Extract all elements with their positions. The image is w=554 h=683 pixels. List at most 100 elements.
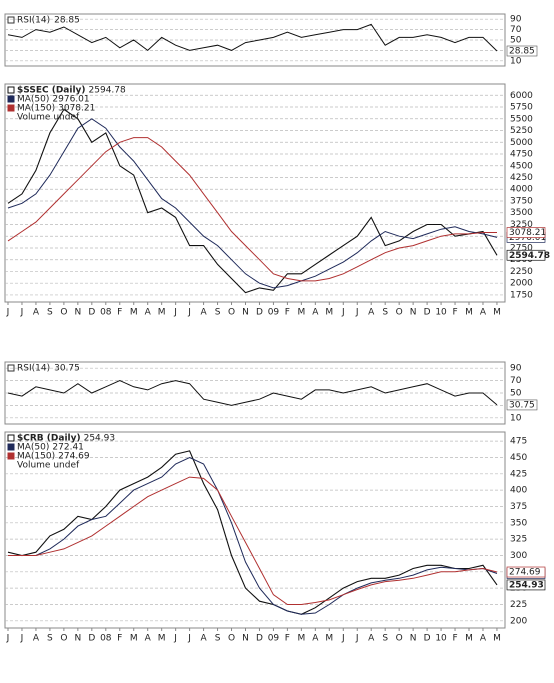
y-tick-label: 2250 <box>510 267 533 277</box>
rsi-last-label: 28.85 <box>509 46 535 56</box>
x-tick-label: A <box>312 634 319 644</box>
x-tick-label: D <box>256 308 263 318</box>
x-tick-label: J <box>355 634 359 644</box>
legend-swatch <box>7 95 15 103</box>
x-tick-label: J <box>355 308 359 318</box>
y-tick-label: 3500 <box>510 208 533 218</box>
y-tick-label: 5500 <box>510 114 533 124</box>
price-panel <box>4 83 506 303</box>
series-line <box>7 118 498 289</box>
y-tick-label: 2000 <box>510 279 533 289</box>
y-tick-label: 375 <box>510 502 527 512</box>
x-tick-label: F <box>117 308 122 318</box>
x-tick-label: O <box>60 634 67 644</box>
x-tick-label: M <box>158 308 166 318</box>
series-line <box>7 108 498 294</box>
x-tick-label: N <box>74 308 81 318</box>
y-tick-label: 4000 <box>510 185 533 195</box>
x-tick-label: A <box>145 308 152 318</box>
y-tick-label: 6000 <box>510 91 533 101</box>
x-tick-label: J <box>6 634 10 644</box>
rsi-tick-label: 10 <box>510 56 522 66</box>
legend-name: MA(50) <box>17 95 49 105</box>
x-tick-label: M <box>325 308 333 318</box>
y-tick-label: 3250 <box>510 220 533 230</box>
y-tick-label: 4500 <box>510 161 533 171</box>
y-tick-label: 450 <box>510 453 527 463</box>
x-tick-label: J <box>173 634 177 644</box>
x-tick-label: S <box>382 308 388 318</box>
legend-value: 3078.21 <box>58 104 95 114</box>
x-tick-label: A <box>368 308 375 318</box>
x-tick-label: 10 <box>435 634 447 644</box>
x-tick-label: F <box>117 634 122 644</box>
x-tick-label: O <box>228 308 235 318</box>
x-tick-label: F <box>285 634 290 644</box>
x-tick-label: M <box>493 308 501 318</box>
x-tick-label: D <box>424 308 431 318</box>
x-tick-label: F <box>285 308 290 318</box>
x-tick-label: 09 <box>268 308 280 318</box>
rsi-line <box>7 23 498 52</box>
legend-name: MA(50) <box>17 443 49 453</box>
legend-value: 2594.78 <box>89 86 126 96</box>
x-tick-label: J <box>20 634 24 644</box>
x-tick-label: N <box>74 634 81 644</box>
x-tick-label: M <box>297 308 305 318</box>
last-value-label: 254.93 <box>509 580 544 590</box>
legend-swatch <box>7 86 15 94</box>
x-tick-label: S <box>215 308 221 318</box>
legend-name: MA(150) <box>17 104 55 114</box>
x-tick-label: S <box>382 634 388 644</box>
y-tick-label: 325 <box>510 535 527 545</box>
y-tick-label: 5000 <box>510 138 533 148</box>
x-tick-label: F <box>452 308 457 318</box>
x-tick-label: A <box>368 634 375 644</box>
rsi-last-box <box>506 399 538 411</box>
x-tick-label: M <box>465 634 473 644</box>
legend-swatch <box>7 434 15 442</box>
legend-swatch <box>7 452 15 460</box>
y-tick-label: 5250 <box>510 126 533 136</box>
rsi-legend-name: RSI(14) <box>17 16 50 26</box>
legend-swatch <box>7 443 15 451</box>
last-value-box <box>506 579 546 591</box>
x-tick-label: O <box>396 308 403 318</box>
legend-name: MA(150) <box>17 452 55 462</box>
x-tick-label: 08 <box>100 634 112 644</box>
last-value-label: 274.69 <box>509 568 541 578</box>
rsi-tick-label: 50 <box>510 36 522 46</box>
x-tick-label: J <box>6 308 10 318</box>
volume-label: Volume undef <box>17 461 80 471</box>
rsi-tick-label: 50 <box>510 389 522 399</box>
x-tick-label: 09 <box>268 634 280 644</box>
x-tick-label: F <box>452 634 457 644</box>
x-tick-label: M <box>297 634 305 644</box>
rsi-line <box>7 380 498 406</box>
volume-label: Volume undef <box>17 113 80 123</box>
x-tick-label: N <box>410 308 417 318</box>
last-value-label: 3078.21 <box>509 228 546 238</box>
rsi-legend-icon <box>7 364 15 372</box>
legend-name: $SSEC (Daily) <box>17 86 86 96</box>
x-tick-label: J <box>187 308 191 318</box>
series-line <box>8 456 498 615</box>
y-tick-label: 5750 <box>510 103 533 113</box>
x-tick-label: S <box>47 308 53 318</box>
x-tick-label: M <box>325 634 333 644</box>
x-tick-label: D <box>424 634 431 644</box>
rsi-tick-label: 70 <box>510 376 522 386</box>
y-tick-label: 4250 <box>510 173 533 183</box>
legend-value: 254.93 <box>84 434 116 444</box>
x-tick-label: D <box>88 308 95 318</box>
x-tick-label: J <box>341 308 345 318</box>
y-tick-label: 3750 <box>510 196 533 206</box>
y-tick-label: 475 <box>510 437 527 447</box>
y-tick-label: 425 <box>510 469 527 479</box>
x-tick-label: O <box>228 634 235 644</box>
x-tick-label: D <box>256 634 263 644</box>
x-tick-label: M <box>465 308 473 318</box>
x-tick-label: A <box>200 308 207 318</box>
rsi-legend-value: 28.85 <box>54 16 80 26</box>
